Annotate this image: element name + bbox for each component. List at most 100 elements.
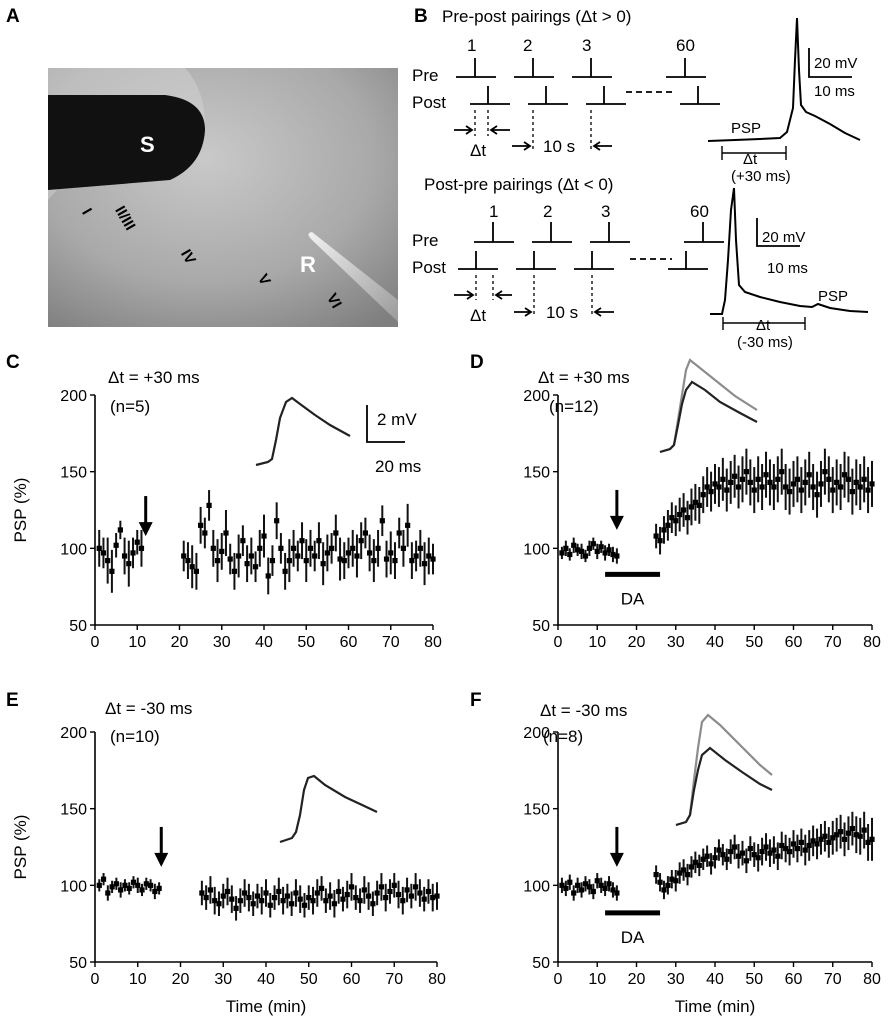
prepost-interval-arrows <box>512 141 612 151</box>
data-point <box>849 826 855 832</box>
data-point <box>357 898 363 904</box>
data-point <box>254 893 261 899</box>
data-point <box>425 888 432 895</box>
data-point <box>121 553 128 559</box>
postpre-num-2: 2 <box>543 202 552 221</box>
data-point <box>786 489 793 495</box>
data-point <box>818 481 824 487</box>
data-point <box>220 893 226 899</box>
data-point <box>763 844 769 850</box>
data-point <box>704 853 710 859</box>
data-point <box>798 487 804 493</box>
inset-trace-d <box>659 358 758 454</box>
data-point <box>704 484 710 490</box>
x-tick-label: 10 <box>128 634 146 651</box>
data-point <box>759 849 765 855</box>
postpre-dt-label: Δt <box>470 306 486 325</box>
data-point <box>869 481 875 487</box>
panel-letter-e: E <box>6 690 19 711</box>
postpre-guides <box>475 275 593 315</box>
data-point <box>231 568 238 574</box>
data-point <box>712 855 718 861</box>
data-point <box>340 896 346 902</box>
x-tick-label: 70 <box>824 971 842 988</box>
data-point <box>269 558 276 564</box>
data-point <box>203 895 209 901</box>
data-point <box>582 881 589 887</box>
data-point <box>830 487 836 493</box>
postpre-post-pulses <box>458 251 708 270</box>
data-point <box>861 476 867 482</box>
postpre-num-60: 60 <box>690 202 709 221</box>
prepost-dt-trace-label: Δt <box>743 151 758 168</box>
data-point <box>602 885 608 891</box>
data-point <box>348 884 355 890</box>
data-point <box>669 515 675 521</box>
data-point <box>755 855 761 861</box>
data-point <box>391 882 397 888</box>
data-point <box>387 888 393 895</box>
postpre-dt-bracket <box>722 317 806 330</box>
data-point <box>779 842 785 849</box>
postpre-num-3: 3 <box>601 202 610 221</box>
data-point <box>358 538 364 544</box>
data-point <box>810 838 816 844</box>
data-point <box>763 472 769 478</box>
data-point <box>590 888 596 895</box>
prepost-dt-label: Δt <box>470 141 486 160</box>
data-point <box>661 887 667 893</box>
postpre-dt-value: (-30 ms) <box>737 334 793 351</box>
data-point <box>724 856 730 862</box>
chart-panel-f: 0 10 20 30 40 50 60 70 80 50 100 150 200 Time (min) Δt… <box>523 701 881 1016</box>
data-point <box>267 902 273 908</box>
data-point <box>320 561 326 567</box>
data-point <box>276 888 282 895</box>
x-tick-label: 60 <box>785 634 803 651</box>
data-point <box>434 893 440 899</box>
prepost-psp-label: PSP <box>731 120 761 137</box>
data-point <box>181 553 187 559</box>
data-point <box>426 553 432 559</box>
data-point <box>857 484 863 490</box>
data-point <box>421 561 428 567</box>
x-tick-label: 0 <box>91 634 100 651</box>
data-point <box>290 545 297 551</box>
data-point <box>614 553 620 559</box>
postpre-interval-arrows <box>514 307 614 317</box>
data-point <box>559 550 565 556</box>
data-point <box>118 887 124 893</box>
data-point <box>219 548 225 554</box>
data-point <box>857 833 863 839</box>
data-point <box>802 479 808 485</box>
y-axis-label: PSP (%) <box>11 815 30 880</box>
y-tick-label: 50 <box>532 618 550 635</box>
data-point <box>653 872 659 878</box>
data-point <box>853 479 859 485</box>
data-point <box>100 876 107 882</box>
protocol-panel: Pre-post pairings (Δt > 0) Pre Post 1 2 … <box>412 7 869 351</box>
da-label: DA <box>621 589 645 608</box>
data-point <box>147 882 154 888</box>
data-point <box>716 484 722 490</box>
data-point <box>236 553 242 559</box>
x-tick-label: 0 <box>554 634 563 651</box>
data-point <box>295 553 301 559</box>
prepost-num-60: 60 <box>676 36 695 55</box>
n-label: (n=5) <box>110 397 150 416</box>
data-point <box>280 898 286 904</box>
data-point <box>578 887 585 893</box>
data-point <box>838 829 844 835</box>
data-point <box>199 890 205 896</box>
postpre-num-1: 1 <box>489 202 498 221</box>
data-point <box>336 888 342 895</box>
chart-panel-c: 0 10 20 30 40 50 60 70 80 50 100 150 200 PSP (%) Δt = … <box>11 368 442 651</box>
x-tick-label: 60 <box>340 634 358 651</box>
data-point <box>216 901 222 907</box>
data-point <box>331 901 337 907</box>
x-tick-label: 80 <box>863 971 881 988</box>
data-point <box>395 891 402 898</box>
data-point <box>274 518 280 524</box>
data-point <box>775 853 781 859</box>
data-point <box>135 882 141 888</box>
data-point <box>563 885 569 891</box>
